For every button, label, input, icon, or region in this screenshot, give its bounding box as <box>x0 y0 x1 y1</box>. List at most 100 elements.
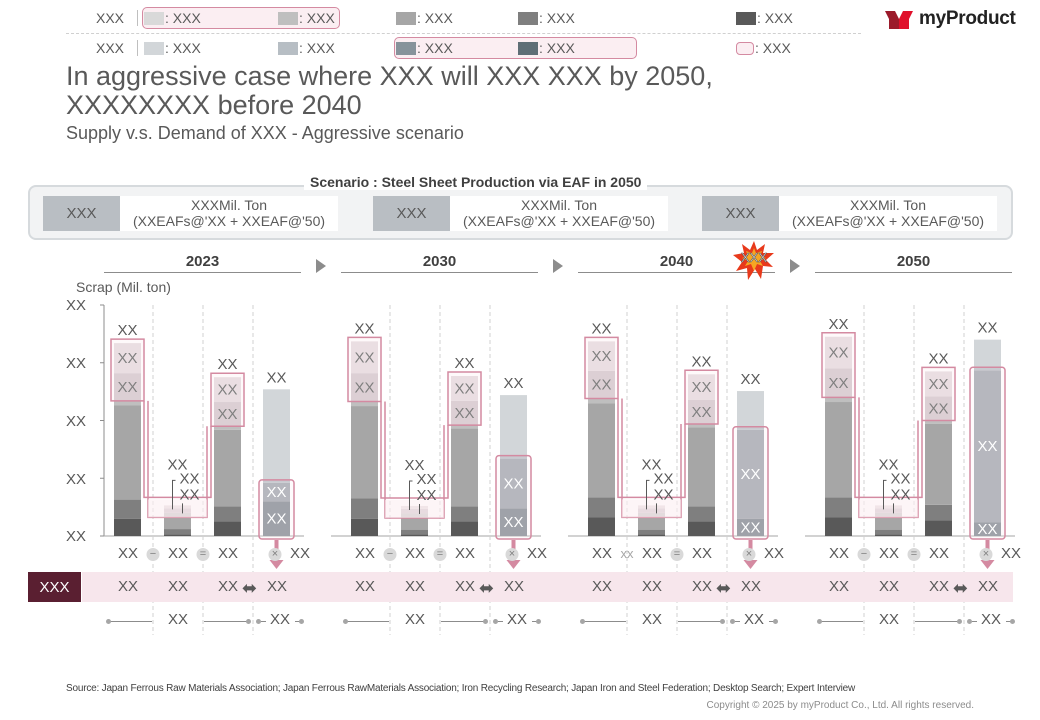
bar-segment <box>114 518 141 536</box>
bar-segment <box>114 343 141 374</box>
callout-line <box>883 479 887 510</box>
scenario-value: XXXMil. Ton (XXEAFs@'XX + XXEAF@'50) <box>450 196 668 231</box>
bar-segment <box>114 373 141 401</box>
bar-segment <box>214 377 241 403</box>
segment-label: XX <box>354 379 374 396</box>
range-dot <box>580 619 585 624</box>
row3-value: XX <box>506 611 528 628</box>
bar-segment <box>451 506 478 522</box>
bar-segment <box>114 400 141 406</box>
range-line <box>735 621 740 622</box>
connector-highlight <box>380 401 449 499</box>
bar-segment <box>688 399 715 424</box>
operator-equals-icon: = <box>907 548 921 561</box>
scenario-value: XXXMil. Ton (XXEAFs@'XX + XXEAF@'50) <box>779 196 997 231</box>
row2-value: XX <box>503 578 525 595</box>
range-line <box>441 621 485 622</box>
bar-segment <box>688 427 715 507</box>
bar-segment <box>451 400 478 426</box>
legend-item: : XXX <box>278 6 335 30</box>
segment-label: XX <box>117 350 137 367</box>
bar-segment <box>263 482 290 502</box>
range-dot <box>493 619 498 624</box>
legend-item: : XXX <box>144 6 201 30</box>
segment-label: XX <box>503 475 523 492</box>
legend-item: : XXX <box>396 36 453 60</box>
operator-text: xx <box>620 546 634 561</box>
bar-total-label: XX <box>117 322 137 339</box>
row1-value: XX <box>878 545 900 562</box>
bar-total-label: XX <box>404 457 424 474</box>
row2-value: XX <box>217 578 239 595</box>
legend-item: : XXX <box>144 36 201 60</box>
bar-segment <box>401 534 428 536</box>
bar-segment <box>638 516 665 530</box>
range-dot <box>967 619 972 624</box>
range-line <box>108 621 152 622</box>
callout-line <box>172 479 176 510</box>
bar-segment <box>588 403 615 498</box>
range-dot <box>1010 619 1015 624</box>
bar-segment <box>164 516 191 530</box>
bar-segment <box>114 499 141 519</box>
range-dot <box>730 619 735 624</box>
logo-text: myProduct <box>919 8 1016 29</box>
double-arrow-icon: ⬌ <box>953 578 969 598</box>
operator-times-icon: × <box>505 548 519 561</box>
range-line <box>345 621 389 622</box>
segment-label: XX <box>454 380 474 397</box>
operator-minus-icon: − <box>383 548 397 561</box>
scenario-tag: XXX <box>43 196 120 231</box>
bar-segment <box>451 428 478 507</box>
row2-value: XX <box>454 578 476 595</box>
bar-segment <box>638 529 665 535</box>
segment-label: XX <box>740 519 760 536</box>
range-dot <box>256 619 261 624</box>
segment-label: XX <box>928 376 948 393</box>
row1-value: XX <box>641 545 663 562</box>
segment-label: XX <box>828 345 848 362</box>
row1-value: XX <box>526 545 548 562</box>
bar-segment <box>737 391 764 428</box>
double-arrow-icon: ⬌ <box>242 578 258 598</box>
copyright-note: Copyright © 2025 by myProduct Co., Ltd. … <box>706 700 975 711</box>
bar-segment <box>351 518 378 536</box>
net-highlight <box>210 372 245 428</box>
bar-segment <box>500 508 527 536</box>
callout-line <box>409 480 413 510</box>
connector-highlight <box>143 400 212 499</box>
row3-value: XX <box>404 611 426 628</box>
bar-total-label: XX <box>217 356 237 373</box>
bar-segment <box>214 402 241 427</box>
row2-value: XX <box>928 578 950 595</box>
operator-minus-icon: − <box>146 548 160 561</box>
connector-highlight <box>854 397 923 499</box>
demand-highlight <box>495 454 532 540</box>
row3-value: XX <box>167 611 189 628</box>
bar-segment <box>737 429 764 519</box>
next-arrow-icon <box>316 259 326 273</box>
bar-segment <box>214 506 241 522</box>
scenario-item: XXX XXXMil. Ton (XXEAFs@'XX + XXEAF@'50) <box>702 196 997 231</box>
balance-row-band <box>82 572 1013 602</box>
bar-segment <box>825 336 852 369</box>
row1-value: XX <box>289 545 311 562</box>
scenario-value: XXXMil. Ton (XXEAFs@'XX + XXEAF@'50) <box>120 196 338 231</box>
bar-segment <box>737 518 764 536</box>
range-line <box>915 621 959 622</box>
row1-value: XX <box>1000 545 1022 562</box>
bar-total-label: XX <box>641 456 661 473</box>
bar-segment <box>925 423 952 505</box>
bar-segment <box>401 516 428 530</box>
bar-segment <box>875 529 902 535</box>
legend-item: : XXX <box>278 36 335 60</box>
down-arrow-head <box>506 560 521 569</box>
page-subtitle: Supply v.s. Demand of XXX - Aggressive s… <box>66 123 464 143</box>
down-arrow-head <box>980 560 995 569</box>
row2-value: XX <box>404 578 426 595</box>
row1-value: XX <box>691 545 713 562</box>
deduction-highlight <box>385 499 444 518</box>
next-arrow-icon <box>553 259 563 273</box>
bar-segment <box>974 367 1001 371</box>
row1-value: XX <box>354 545 376 562</box>
